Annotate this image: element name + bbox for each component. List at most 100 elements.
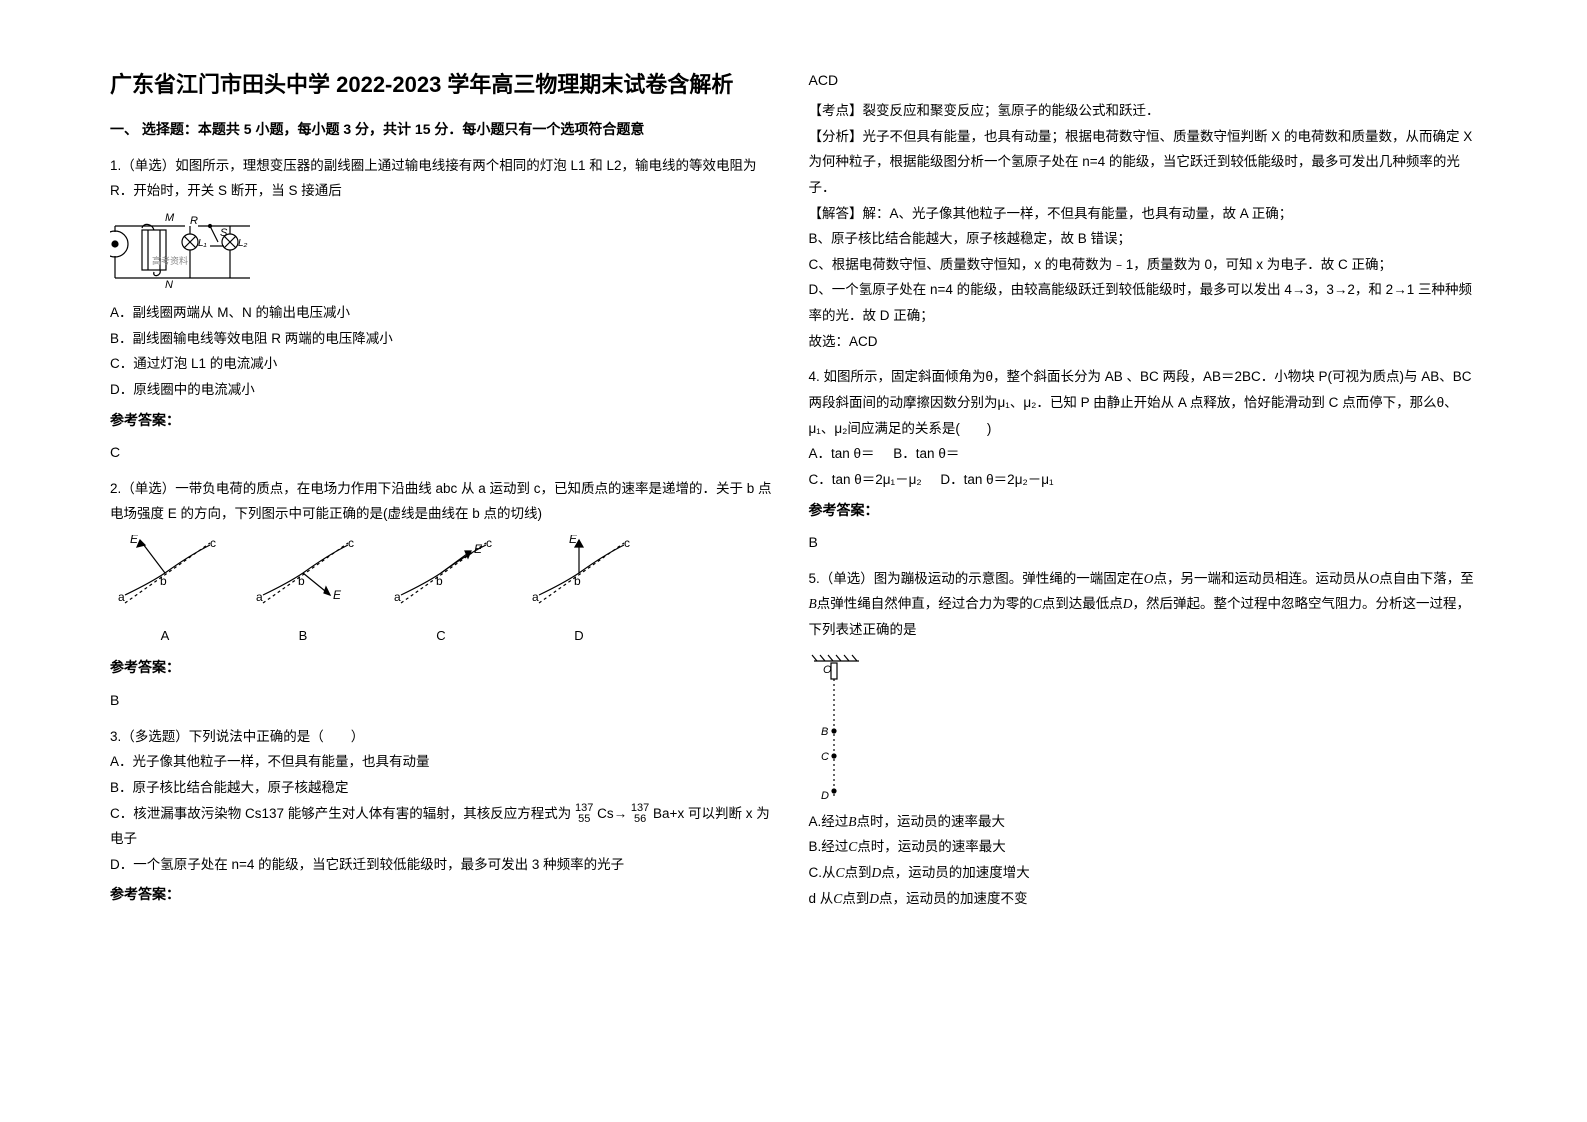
- q4-stem: 4. 如图所示，固定斜面倾角为θ，整个斜面长分为 AB 、BC 两段，AB＝2B…: [809, 364, 1478, 441]
- q3-optC-pre: C．核泄漏事故污染物 Cs137 能够产生对人体有害的辐射，其核反应方程式为: [110, 806, 571, 821]
- q1-figure: M R L₁: [110, 212, 779, 292]
- q1-fig-watermark: 高考资料: [152, 255, 188, 266]
- question-5: 5.（单选）图为蹦极运动的示意图。弹性绳的一端固定在O点，另一端和运动员相连。运…: [809, 566, 1478, 911]
- q4-optC: C．tan θ＝2μ₁－μ₂: [809, 472, 922, 487]
- q3-guxuan: 故选：ACD: [809, 329, 1478, 355]
- q2-answer-value: B: [110, 687, 779, 714]
- q2-figures: E a b c A E a: [110, 535, 779, 648]
- page-title: 广东省江门市田头中学 2022-2023 学年高三物理期末试卷含解析: [110, 70, 779, 101]
- q5-optA-post: 点时，运动员的速率最大: [857, 814, 1006, 829]
- q4-answer-label: 参考答案：: [809, 497, 1478, 524]
- q5-stem-mid4: 点到达最低点: [1042, 596, 1123, 611]
- question-3: 3.（多选题）下列说法中正确的是（ ） A．光子像其他粒子一样，不但具有能量，也…: [110, 724, 779, 908]
- q5-option-d: d 从C点到D点，运动员的加速度不变: [809, 886, 1478, 912]
- q1-fig-label-L1: L₁: [198, 238, 207, 249]
- q5-optC-pre: C.从: [809, 865, 836, 880]
- question-2: 2.（单选）一带负电荷的质点，在电场力作用下沿曲线 abc 从 a 运动到 c，…: [110, 476, 779, 714]
- q5-stem-O1: O: [1144, 571, 1154, 586]
- q5-stem-mid3: 点弹性绳自然伸直，经过合力为零的: [817, 596, 1033, 611]
- q5-optD-C: C: [833, 891, 842, 906]
- q1-stem: 1.（单选）如图所示，理想变压器的副线圈上通过输电线接有两个相同的灯泡 L1 和…: [110, 153, 779, 204]
- q3-kaodian: 【考点】裂变反应和聚变反应；氢原子的能级公式和跃迁．: [809, 98, 1478, 124]
- q5-optD-pre: d 从: [809, 891, 834, 906]
- svg-text:a: a: [532, 590, 539, 604]
- q5-optB-post: 点时，运动员的速率最大: [857, 839, 1006, 854]
- svg-text:D: D: [821, 790, 829, 801]
- svg-text:c: c: [348, 536, 354, 550]
- q1-option-b: B．副线圈输电线等效电阻 R 两端的电压降减小: [110, 326, 779, 352]
- q1-fig-label-N: N: [165, 279, 173, 291]
- svg-text:E: E: [333, 588, 342, 602]
- svg-text:c: c: [624, 536, 630, 550]
- q5-optC-D: D: [872, 865, 882, 880]
- q5-stem-B: B: [809, 596, 817, 611]
- q2-figD-label: D: [524, 624, 634, 649]
- q5-stem-pre: 5.（单选）图为蹦极运动的示意图。弹性绳的一端固定在: [809, 571, 1144, 586]
- q5-optB-C: C: [848, 839, 857, 854]
- svg-text:a: a: [118, 590, 125, 604]
- q4-optD: D．tan θ＝2μ₂－μ₁: [940, 472, 1053, 487]
- q3-option-d: D．一个氢原子处在 n=4 的能级，当它跃迁到较低能级时，最多可发出 3 种频率…: [110, 852, 779, 878]
- q1-fig-label-L2: L₂: [238, 238, 248, 249]
- q5-optC-C: C: [836, 865, 845, 880]
- q1-answer-label: 参考答案：: [110, 407, 779, 434]
- svg-text:C: C: [821, 751, 829, 763]
- q5-option-b: B.经过C点时，运动员的速率最大: [809, 834, 1478, 860]
- q2-answer-label: 参考答案：: [110, 654, 779, 681]
- svg-text:c: c: [210, 536, 216, 550]
- q2-figA-label: A: [110, 624, 220, 649]
- q5-optA-pre: A.经过: [809, 814, 849, 829]
- q3-jB: B、原子核比结合能越大，原子核越稳定，故 B 错误；: [809, 226, 1478, 252]
- q5-figure: O B C D: [809, 651, 1478, 801]
- q2-stem: 2.（单选）一带负电荷的质点，在电场力作用下沿曲线 abc 从 a 运动到 c，…: [110, 476, 779, 527]
- q5-option-c: C.从C点到D点，运动员的加速度增大: [809, 860, 1478, 886]
- right-column: ACD 【考点】裂变反应和聚变反应；氢原子的能级公式和跃迁． 【分析】光子不但具…: [794, 70, 1493, 1052]
- section-1-header: 一、 选择题：本题共 5 小题，每小题 3 分，共计 15 分．每小题只有一个选…: [110, 119, 779, 139]
- q5-optB-pre: B.经过: [809, 839, 849, 854]
- q5-stem-mid1: 点，另一端和运动员相连。运动员从: [1154, 571, 1370, 586]
- q1-fig-label-R: R: [190, 215, 198, 227]
- question-4: 4. 如图所示，固定斜面倾角为θ，整个斜面长分为 AB 、BC 两段，AB＝2B…: [809, 364, 1478, 555]
- q5-optC-post: 点，运动员的加速度增大: [881, 865, 1030, 880]
- q5-optA-B: B: [848, 814, 856, 829]
- q4-options-cd: C．tan θ＝2μ₁－μ₂ D．tan θ＝2μ₂－μ₁: [809, 467, 1478, 493]
- q3-optC-cs: Cs→: [597, 806, 631, 821]
- q4-options-ab: A．tan θ＝ B．tan θ＝: [809, 441, 1478, 467]
- question-1: 1.（单选）如图所示，理想变压器的副线圈上通过输电线接有两个相同的灯泡 L1 和…: [110, 153, 779, 466]
- q5-optD-mid: 点到: [842, 891, 869, 906]
- q5-stem: 5.（单选）图为蹦极运动的示意图。弹性绳的一端固定在O点，另一端和运动员相连。运…: [809, 566, 1478, 643]
- svg-text:b: b: [574, 574, 581, 588]
- svg-text:b: b: [298, 574, 305, 588]
- q5-optC-mid: 点到: [845, 865, 872, 880]
- q3-answer-label: 参考答案：: [110, 881, 779, 908]
- q3-frac1-bot: 55: [578, 813, 590, 825]
- svg-text:a: a: [256, 590, 263, 604]
- q3-jC: C、根据电荷数守恒、质量数守恒知，x 的电荷数为﹣1，质量数为 0，可知 x 为…: [809, 252, 1478, 278]
- q5-stem-C: C: [1033, 596, 1042, 611]
- q5-stem-O2: O: [1370, 571, 1380, 586]
- q3-jieda: 【解答】解：A、光子像其他粒子一样，不但具有能量，也具有动量，故 A 正确；: [809, 201, 1478, 227]
- svg-text:b: b: [436, 574, 443, 588]
- q3-stem: 3.（多选题）下列说法中正确的是（ ）: [110, 724, 779, 750]
- q5-optD-post: 点，运动员的加速度不变: [879, 891, 1028, 906]
- q3-option-b: B．原子核比结合能越大，原子核越稳定: [110, 775, 779, 801]
- q3-answer-value: ACD: [809, 72, 1478, 88]
- q1-option-a: A．副线圈两端从 M、N 的输出电压减小: [110, 300, 779, 326]
- q4-optA: A．tan θ＝: [809, 446, 875, 461]
- q5-optD-D: D: [869, 891, 879, 906]
- q3-option-a: A．光子像其他粒子一样，不但具有能量，也具有动量: [110, 749, 779, 775]
- svg-text:B: B: [821, 726, 828, 738]
- q2-figC-label: C: [386, 624, 496, 649]
- q3-jD: D、一个氢原子处在 n=4 的能级，由较高能级跃迁到较低能级时，最多可以发出 4…: [809, 277, 1478, 328]
- q1-fig-label-M: M: [165, 212, 175, 224]
- svg-text:E: E: [474, 542, 483, 556]
- q4-optB: B．tan θ＝: [893, 446, 959, 461]
- q1-option-c: C．通过灯泡 L1 的电流减小: [110, 351, 779, 377]
- svg-text:a: a: [394, 590, 401, 604]
- q1-option-d: D．原线圈中的电流减小: [110, 377, 779, 403]
- left-column: 广东省江门市田头中学 2022-2023 学年高三物理期末试卷含解析 一、 选择…: [95, 70, 794, 1052]
- q3-option-c: C．核泄漏事故污染物 Cs137 能够产生对人体有害的辐射，其核反应方程式为 1…: [110, 801, 779, 852]
- q2-figB-label: B: [248, 624, 358, 649]
- q5-option-a: A.经过B点时，运动员的速率最大: [809, 809, 1478, 835]
- svg-text:c: c: [486, 536, 492, 550]
